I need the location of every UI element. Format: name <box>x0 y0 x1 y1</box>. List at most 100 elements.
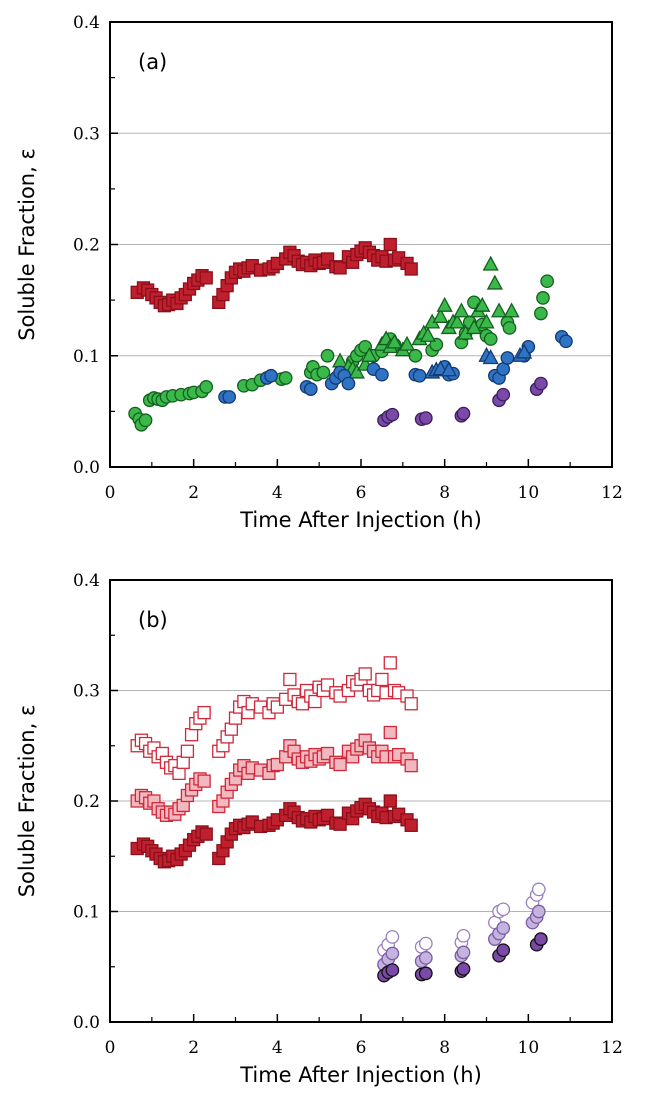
series-4 <box>377 904 546 972</box>
y-tick-label: 0.2 <box>73 236 100 256</box>
data-point <box>278 371 293 385</box>
data-point <box>222 390 237 404</box>
data-point <box>375 672 389 687</box>
data-point <box>540 274 555 289</box>
data-point <box>348 363 365 379</box>
series-2 <box>331 255 520 379</box>
data-point <box>199 271 213 285</box>
data-point <box>456 406 471 421</box>
data-point <box>453 302 470 318</box>
data-point <box>197 705 211 720</box>
data-point <box>418 936 433 951</box>
data-point <box>482 255 499 271</box>
data-point <box>496 921 511 935</box>
data-point <box>197 774 211 788</box>
data-point <box>456 962 471 976</box>
x-tick-label: 10 <box>518 483 540 503</box>
data-point <box>408 348 423 363</box>
y-tick-label: 0.0 <box>73 1013 100 1033</box>
data-point <box>383 725 397 740</box>
x-tick-label: 2 <box>188 483 199 503</box>
y-tick-label: 0.2 <box>73 792 100 812</box>
panel-label: (b) <box>138 608 168 632</box>
data-point <box>478 313 495 329</box>
data-point <box>199 827 213 841</box>
data-point <box>503 302 520 318</box>
data-point <box>184 728 199 742</box>
data-point <box>500 351 515 365</box>
data-point <box>224 722 238 736</box>
x-axis-title: Time After Injection (h) <box>239 508 482 532</box>
data-point <box>398 335 416 351</box>
data-point <box>333 817 347 831</box>
data-point <box>412 368 427 383</box>
data-point <box>474 296 491 312</box>
data-point <box>404 818 418 832</box>
data-point <box>283 672 297 687</box>
series-5 <box>377 376 548 428</box>
data-point <box>534 376 548 391</box>
data-point <box>531 904 546 919</box>
series-5 <box>377 932 548 983</box>
data-point <box>486 274 503 290</box>
data-point <box>456 928 471 943</box>
chart-panel-b: 0 2 4 6 8 10 12 0.0 0.1 0.2 0.3 0.4 Time After Injec… <box>15 571 623 1087</box>
x-tick-label: 12 <box>601 483 623 503</box>
y-tick-label: 0.1 <box>73 903 100 923</box>
data-point <box>341 376 356 391</box>
data-point <box>385 930 400 944</box>
data-point <box>490 302 508 318</box>
data-point <box>199 380 214 394</box>
chart-panel-a: 0 2 4 6 8 10 12 0.0 0.1 0.2 0.3 0.4 Time After Injec… <box>15 13 623 532</box>
data-point <box>383 237 397 252</box>
x-tick-label: 4 <box>272 1038 283 1058</box>
data-point <box>404 758 418 773</box>
panel-label: (a) <box>138 50 167 74</box>
data-point <box>404 262 418 276</box>
data-point <box>385 407 400 422</box>
x-tick-label: 4 <box>272 483 283 503</box>
data-point <box>361 346 378 362</box>
data-point <box>333 261 347 275</box>
data-point <box>385 946 400 961</box>
data-point <box>456 945 471 960</box>
data-point <box>264 368 278 383</box>
data-point <box>383 794 397 808</box>
data-point <box>483 332 498 346</box>
data-point <box>536 291 550 305</box>
series-0 <box>130 656 418 781</box>
series-1 <box>130 725 418 823</box>
series-0 <box>130 237 418 313</box>
series-2 <box>130 794 418 869</box>
x-tick-label: 2 <box>188 1038 199 1058</box>
data-point <box>502 321 517 335</box>
data-point <box>172 766 186 781</box>
data-point <box>180 744 195 758</box>
data-point <box>418 966 433 981</box>
data-point <box>496 902 511 917</box>
x-tick-label: 0 <box>105 483 116 503</box>
data-point <box>358 667 372 681</box>
data-point <box>316 365 331 380</box>
x-tick-label: 0 <box>105 1038 116 1058</box>
data-point <box>531 882 546 897</box>
data-point <box>496 387 511 402</box>
data-point <box>482 349 499 365</box>
data-point <box>516 343 533 359</box>
x-tick-label: 12 <box>601 1038 623 1058</box>
data-point <box>418 411 433 425</box>
data-point <box>383 656 397 670</box>
y-tick-label: 0.3 <box>73 124 100 144</box>
y-tick-label: 0.4 <box>73 13 100 33</box>
data-point <box>534 932 548 946</box>
y-tick-label: 0.3 <box>73 682 100 702</box>
x-axis-title: Time After Injection (h) <box>239 1063 482 1087</box>
y-axis-title: Soluble Fraction, ε <box>15 148 39 341</box>
data-point <box>333 757 347 772</box>
y-axis-title: Soluble Fraction, ε <box>15 705 39 898</box>
x-tick-label: 10 <box>518 1038 540 1058</box>
data-point <box>375 367 389 382</box>
data-point <box>465 319 483 335</box>
data-point <box>436 296 453 312</box>
